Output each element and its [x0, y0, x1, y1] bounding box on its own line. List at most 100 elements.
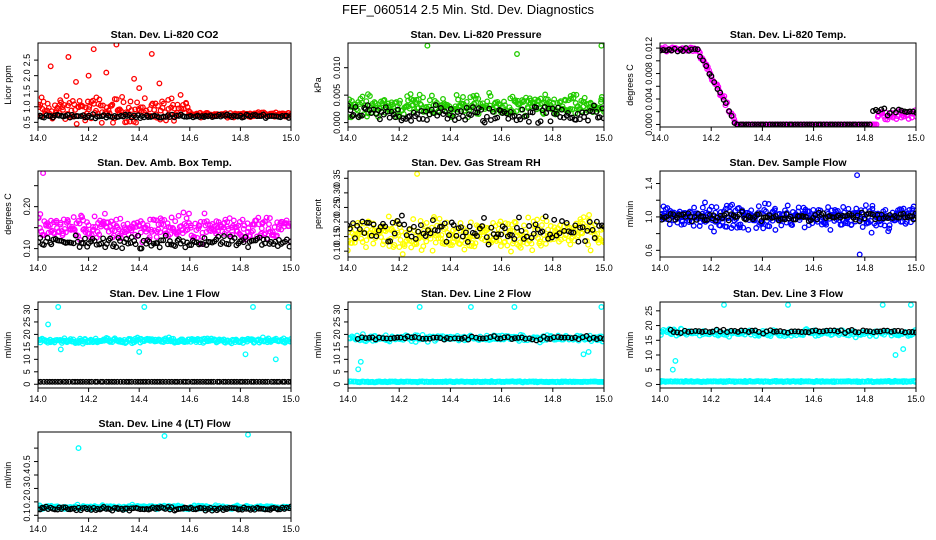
data-point	[172, 218, 179, 225]
data-point	[244, 378, 251, 385]
data-point	[502, 102, 508, 109]
y-tick-label: 0.30	[332, 184, 342, 202]
data-point	[225, 378, 232, 385]
data-point	[174, 101, 181, 108]
data-point	[134, 99, 141, 106]
data-point	[105, 219, 112, 226]
data-point	[174, 237, 181, 244]
data-point	[719, 218, 726, 225]
data-point	[147, 216, 154, 223]
data-point	[459, 233, 466, 240]
x-tick-label: 14.2	[80, 133, 98, 143]
data-point	[511, 335, 518, 342]
data-point	[484, 98, 491, 105]
y-tick-label: 0.012	[644, 37, 654, 60]
data-point	[83, 378, 90, 385]
data-point	[585, 241, 592, 248]
data-point	[113, 96, 120, 103]
data-point	[601, 239, 604, 246]
data-point	[577, 224, 584, 231]
data-point	[570, 229, 577, 236]
data-point	[489, 108, 496, 115]
y-tick-label: 0.000	[332, 111, 342, 134]
y-tick-label: 20	[332, 329, 342, 339]
data-point	[153, 217, 159, 224]
data-point	[237, 378, 243, 385]
data-points	[38, 171, 291, 252]
data-point	[549, 234, 555, 241]
y-tick-label: 0.5	[22, 455, 32, 468]
y-tick-label: 2.0	[22, 69, 32, 82]
data-point	[886, 110, 893, 117]
data-point	[688, 328, 695, 335]
data-point	[455, 335, 462, 342]
data-point	[591, 235, 598, 241]
data-point	[519, 106, 526, 113]
data-point	[363, 237, 370, 244]
data-point	[136, 348, 143, 355]
data-point	[471, 243, 478, 250]
data-point	[262, 230, 269, 237]
y-axis-label: Licor ppm	[3, 65, 13, 105]
data-point	[108, 378, 115, 385]
data-point	[532, 221, 539, 228]
y-tick-label: 15	[332, 342, 342, 352]
data-point	[349, 113, 356, 120]
data-point	[891, 328, 898, 334]
data-point	[242, 234, 249, 241]
data-point	[131, 237, 138, 244]
data-point	[561, 235, 568, 242]
data-point	[231, 235, 238, 242]
data-point	[753, 225, 760, 231]
plot-frame	[37, 170, 292, 258]
data-point	[61, 225, 68, 232]
data-point	[748, 207, 755, 214]
data-point	[350, 220, 356, 227]
data-point	[483, 234, 490, 241]
data-point	[526, 223, 533, 229]
data-points	[38, 304, 291, 385]
data-point	[214, 378, 221, 385]
data-point	[65, 218, 71, 225]
data-point	[348, 247, 351, 254]
data-point	[471, 101, 478, 108]
data-point	[693, 216, 700, 223]
data-point	[72, 378, 78, 385]
data-point	[465, 336, 472, 343]
y-tick-label: 20	[644, 321, 654, 331]
data-point	[352, 235, 358, 242]
data-point	[98, 240, 105, 247]
data-point	[88, 378, 95, 385]
data-point	[403, 232, 410, 239]
data-point	[259, 378, 266, 385]
data-point	[114, 378, 121, 385]
data-point	[601, 335, 604, 342]
data-point	[348, 222, 351, 229]
x-tick-label: 14.0	[339, 263, 357, 273]
data-point	[103, 69, 110, 76]
data-point	[348, 102, 351, 109]
data-point	[171, 117, 177, 124]
data-point	[454, 109, 461, 115]
data-point	[678, 221, 685, 228]
chart-panel: Stan. Dev. Li-820 Temp. degrees C 14.0 14.2…	[625, 29, 925, 143]
data-point	[497, 243, 504, 250]
data-point	[48, 217, 54, 224]
data-point	[845, 205, 852, 212]
y-tick-label: 0.008	[644, 62, 654, 85]
data-point	[487, 334, 494, 341]
data-point	[156, 244, 163, 251]
data-point	[585, 348, 592, 355]
data-point	[600, 225, 604, 232]
data-point	[158, 237, 165, 244]
data-point	[210, 378, 217, 385]
data-point	[66, 378, 73, 385]
data-point	[501, 98, 507, 105]
x-tick-label: 14.8	[856, 394, 874, 404]
data-point	[721, 302, 727, 308]
data-point	[45, 321, 52, 328]
data-point	[422, 233, 429, 239]
data-point	[575, 238, 582, 245]
data-point	[111, 505, 118, 511]
